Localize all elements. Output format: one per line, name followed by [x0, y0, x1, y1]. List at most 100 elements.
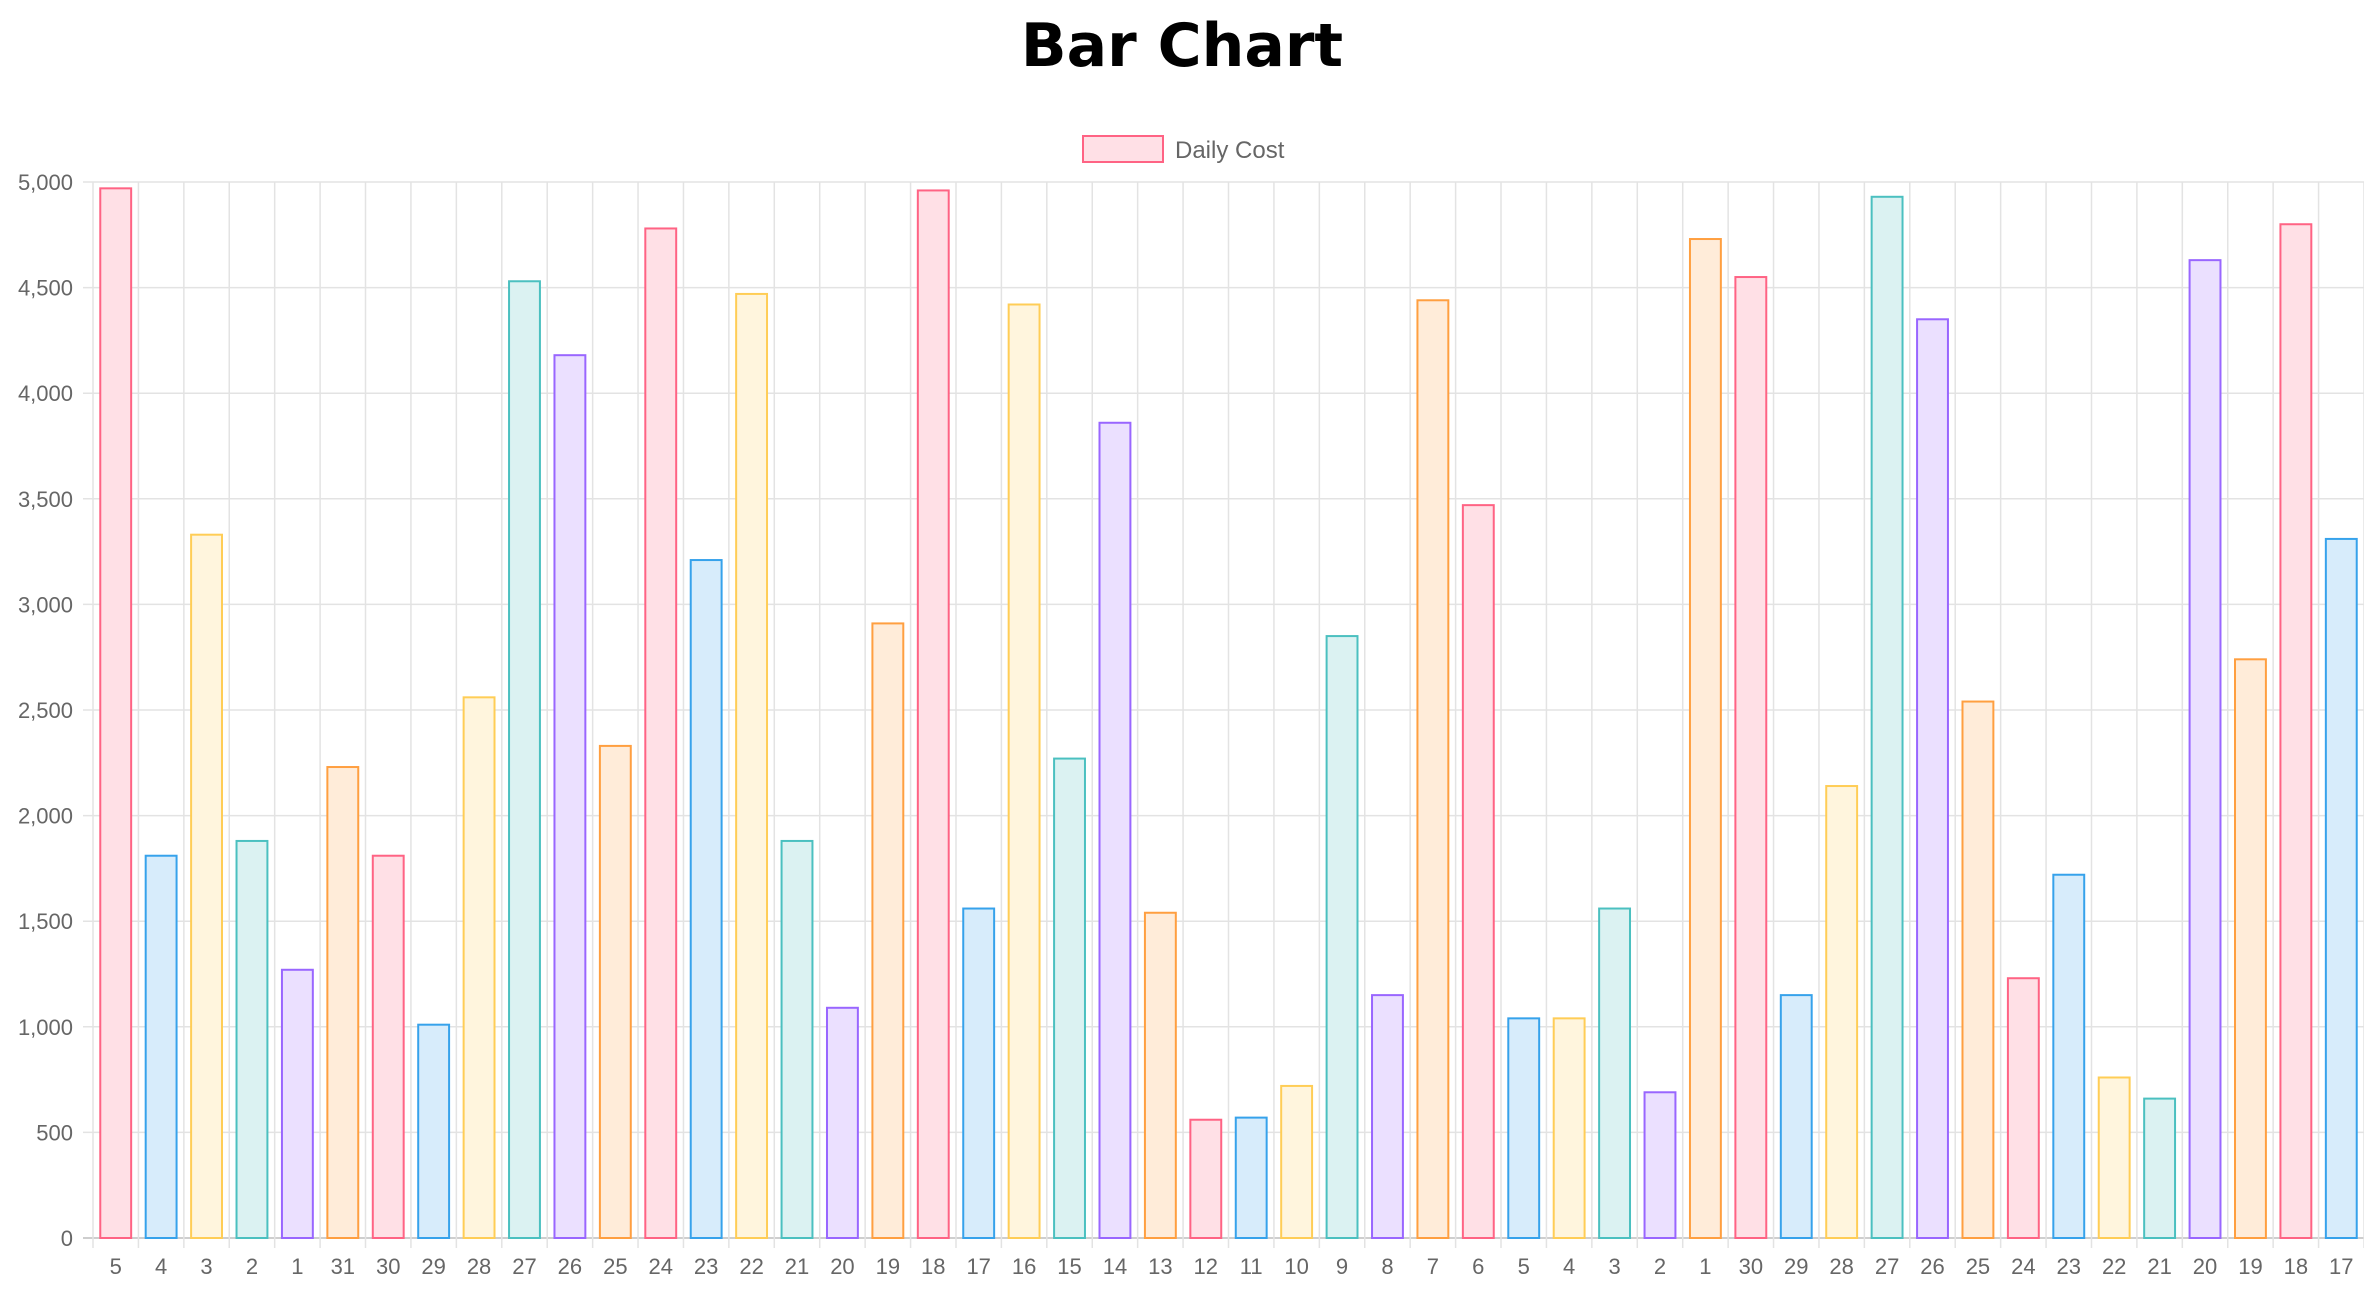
bar[interactable]: [644, 227, 678, 1240]
bar[interactable]: [1598, 907, 1632, 1239]
x-tick-label: 28: [1829, 1254, 1853, 1279]
x-tick-label: 16: [1012, 1254, 1036, 1279]
bar[interactable]: [1552, 1017, 1586, 1239]
y-tick-label: 3,500: [18, 487, 73, 512]
y-tick-label: 1,000: [18, 1015, 73, 1040]
bar[interactable]: [1779, 994, 1813, 1239]
x-tick-label: 22: [739, 1254, 763, 1279]
x-tick-label: 1: [1699, 1254, 1711, 1279]
x-tick-label: 26: [1920, 1254, 1944, 1279]
x-tick-label: 23: [694, 1254, 718, 1279]
x-tick-label: 27: [1875, 1254, 1899, 1279]
bar[interactable]: [417, 1023, 451, 1239]
bar[interactable]: [1371, 994, 1404, 1239]
bar[interactable]: [1325, 635, 1359, 1239]
bar[interactable]: [598, 744, 632, 1239]
bar[interactable]: [1916, 318, 1949, 1239]
bar[interactable]: [2006, 977, 2040, 1239]
x-tick-label: 2: [1654, 1254, 1666, 1279]
x-tick-label: 30: [376, 1254, 400, 1279]
x-tick-label: 4: [1563, 1254, 1575, 1279]
bar[interactable]: [780, 839, 814, 1239]
x-tick-label: 13: [1148, 1254, 1172, 1279]
x-tick-label: 18: [2284, 1254, 2308, 1279]
x-tick-label: 9: [1336, 1254, 1348, 1279]
bar[interactable]: [99, 187, 133, 1239]
bar[interactable]: [825, 1006, 859, 1239]
bar[interactable]: [1643, 1091, 1677, 1239]
x-axis: 5 4 3 2 1 31 30 29 28 27 26 25 24 23 22 21 20 19 18 17 16 15 1…: [110, 1254, 2354, 1279]
x-tick-label: 3: [200, 1254, 212, 1279]
bar[interactable]: [144, 854, 178, 1240]
bar[interactable]: [2143, 1097, 2177, 1240]
legend-label: Daily Cost: [1175, 137, 1285, 164]
x-tick-label: 21: [2147, 1254, 2171, 1279]
bar[interactable]: [1416, 299, 1450, 1240]
bar[interactable]: [2324, 537, 2358, 1239]
bar[interactable]: [2279, 223, 2313, 1240]
bar[interactable]: [1007, 303, 1041, 1240]
x-tick-label: 5: [1518, 1254, 1530, 1279]
x-tick-label: 27: [512, 1254, 536, 1279]
bar[interactable]: [2234, 658, 2267, 1239]
x-tick-label: 19: [876, 1254, 900, 1279]
x-tick-label: 24: [649, 1254, 673, 1279]
bar[interactable]: [871, 622, 905, 1239]
bar[interactable]: [1461, 504, 1495, 1239]
x-tick-label: 12: [1194, 1254, 1218, 1279]
x-tick-label: 19: [2238, 1254, 2262, 1279]
bar[interactable]: [1280, 1084, 1314, 1240]
y-tick-label: 1,500: [18, 909, 73, 934]
x-tick-label: 17: [966, 1254, 990, 1279]
x-tick-label: 25: [603, 1254, 627, 1279]
bar[interactable]: [1098, 421, 1132, 1239]
y-tick-label: 2,500: [18, 698, 73, 723]
bar[interactable]: [280, 968, 314, 1239]
bar[interactable]: [1189, 1118, 1223, 1240]
y-tick-label: 4,500: [18, 276, 73, 301]
bar[interactable]: [1234, 1116, 1268, 1239]
bar[interactable]: [371, 854, 405, 1240]
bar[interactable]: [235, 839, 269, 1239]
bar[interactable]: [1870, 195, 1904, 1239]
bar[interactable]: [2188, 259, 2222, 1240]
bar[interactable]: [1688, 238, 1722, 1240]
y-tick-label: 0: [61, 1226, 73, 1251]
x-tick-label: 3: [1608, 1254, 1620, 1279]
bar[interactable]: [1734, 276, 1768, 1240]
bar[interactable]: [508, 280, 541, 1240]
y-tick-label: 2,000: [18, 804, 73, 829]
bar[interactable]: [190, 533, 223, 1239]
x-tick-label: 15: [1057, 1254, 1081, 1279]
bar[interactable]: [916, 189, 950, 1239]
bars: [99, 187, 2358, 1240]
legend[interactable]: Daily Cost: [1082, 135, 1285, 164]
bar[interactable]: [962, 907, 996, 1239]
bar[interactable]: [1053, 757, 1086, 1239]
x-tick-label: 28: [467, 1254, 491, 1279]
y-tick-label: 5,000: [18, 170, 73, 195]
bar[interactable]: [1143, 911, 1177, 1239]
x-tick-label: 20: [2193, 1254, 2217, 1279]
bar[interactable]: [553, 354, 587, 1239]
bar[interactable]: [1961, 700, 1995, 1239]
bar[interactable]: [326, 766, 360, 1239]
x-tick-label: 30: [1739, 1254, 1763, 1279]
bar[interactable]: [2097, 1076, 2131, 1240]
y-tick-label: 4,000: [18, 381, 73, 406]
x-tick-label: 8: [1381, 1254, 1393, 1279]
bar[interactable]: [1507, 1017, 1541, 1239]
x-tick-label: 31: [331, 1254, 355, 1279]
bar[interactable]: [735, 292, 769, 1240]
bar[interactable]: [462, 696, 496, 1239]
x-tick-label: 4: [155, 1254, 167, 1279]
x-tick-label: 2: [246, 1254, 258, 1279]
x-tick-label: 17: [2329, 1254, 2353, 1279]
bar[interactable]: [689, 559, 723, 1239]
x-tick-label: 1: [291, 1254, 303, 1279]
y-axis: 0 500 1,000 1,500 2,000 2,500 3,000 3,500 4,000 4…: [18, 170, 73, 1251]
bar[interactable]: [1825, 785, 1859, 1239]
x-tick-label: 23: [2057, 1254, 2081, 1279]
bar[interactable]: [2052, 873, 2086, 1240]
